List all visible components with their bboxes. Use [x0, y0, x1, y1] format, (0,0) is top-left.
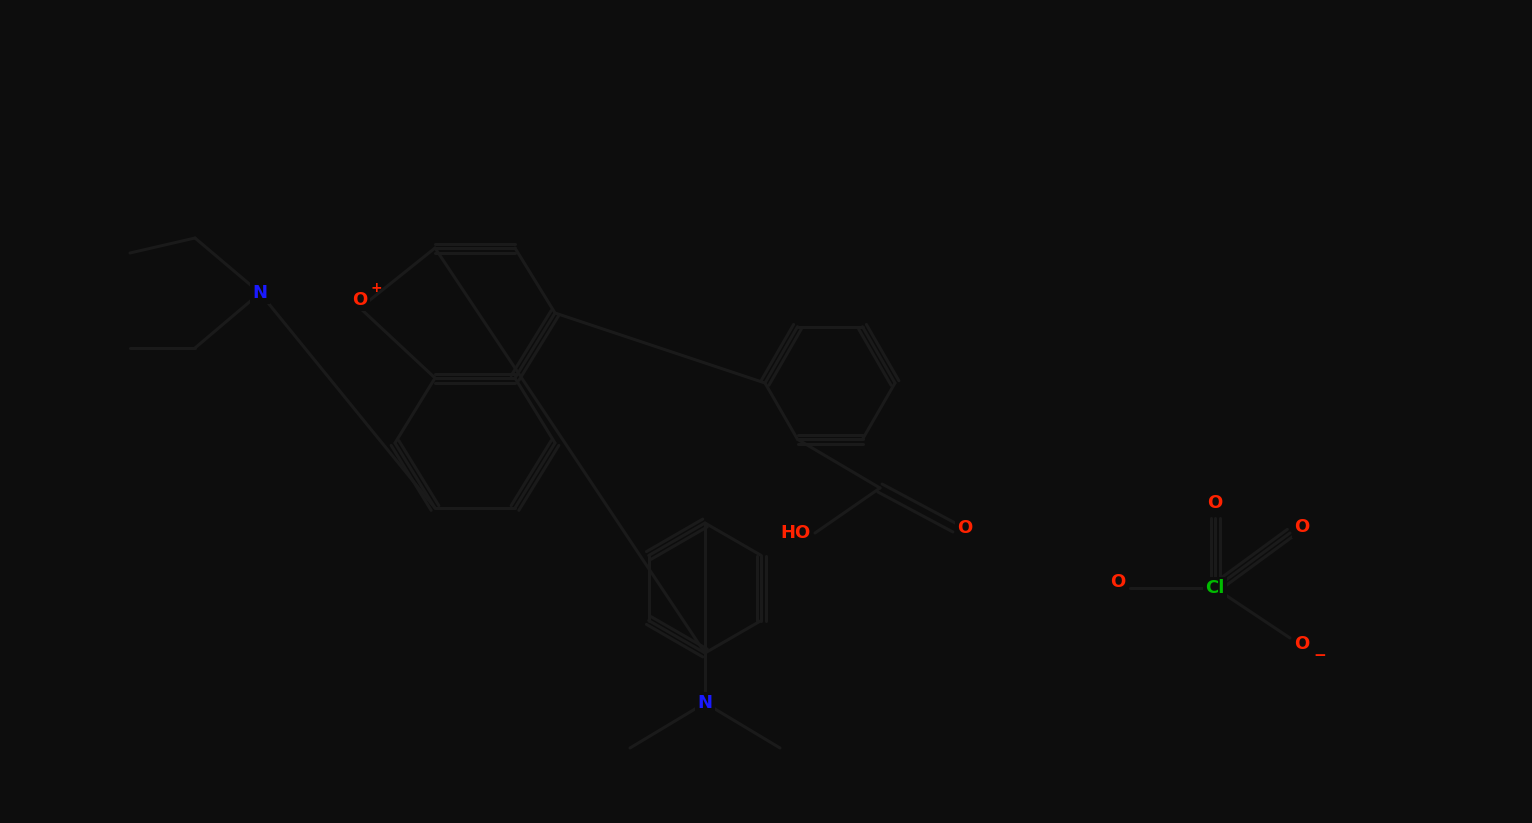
- Text: −: −: [1313, 649, 1327, 663]
- Text: O: O: [1111, 573, 1126, 591]
- Text: HO: HO: [780, 524, 810, 542]
- Text: +: +: [371, 281, 381, 295]
- Text: O: O: [1295, 518, 1310, 536]
- Text: O: O: [352, 291, 368, 309]
- Text: Cl: Cl: [1206, 579, 1224, 597]
- Text: O: O: [958, 519, 973, 537]
- Text: O: O: [1295, 635, 1310, 653]
- Text: O: O: [1207, 494, 1223, 512]
- Text: N: N: [253, 284, 268, 302]
- Text: N: N: [697, 694, 712, 712]
